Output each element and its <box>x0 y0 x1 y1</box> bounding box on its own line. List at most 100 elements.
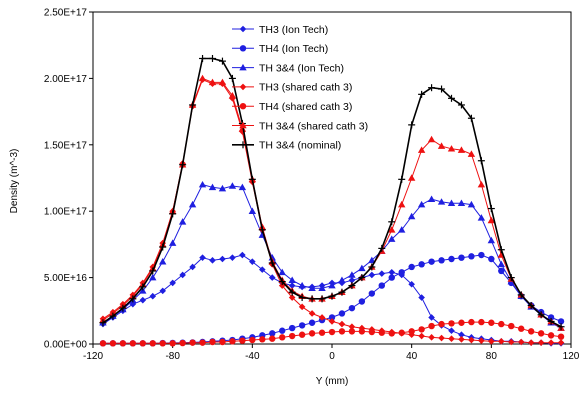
data-point <box>428 84 436 92</box>
data-point <box>288 324 296 332</box>
data-point <box>318 284 326 291</box>
data-point <box>378 282 385 289</box>
data-point <box>398 269 405 276</box>
data-point <box>99 340 107 347</box>
data-point <box>199 54 207 62</box>
data-point <box>149 273 157 281</box>
data-point <box>488 338 495 345</box>
data-point <box>358 328 366 335</box>
data-point <box>228 182 237 189</box>
data-point <box>428 322 435 330</box>
data-point <box>169 340 176 347</box>
data-point <box>537 311 545 319</box>
y-tick-label: 2.00E+17 <box>44 74 88 85</box>
legend-marker <box>239 121 247 129</box>
data-point <box>388 274 395 281</box>
data-point <box>498 320 505 328</box>
data-point <box>497 338 505 345</box>
data-point <box>398 329 405 336</box>
data-point <box>269 335 276 342</box>
data-point <box>368 328 376 336</box>
legend-label: TH 3&4 (nominal) <box>259 140 341 152</box>
data-point <box>437 198 446 205</box>
data-point <box>418 90 426 98</box>
legend-entry: TH4 (shared cath 3) <box>232 101 352 113</box>
data-point <box>408 280 415 288</box>
data-point <box>458 331 465 339</box>
legend-label: TH3 (Ion Tech) <box>259 24 328 36</box>
data-point <box>159 257 167 265</box>
data-point <box>328 328 336 336</box>
data-point <box>259 336 266 343</box>
data-point <box>417 146 426 153</box>
legend-entry: TH3 (shared cath 3) <box>232 82 352 94</box>
data-point <box>368 271 376 279</box>
data-point <box>458 336 465 343</box>
data-point <box>467 114 475 122</box>
y-tick-label: 1.50E+17 <box>44 140 88 151</box>
data-point <box>398 175 406 183</box>
data-point <box>208 78 217 86</box>
data-point <box>388 235 396 242</box>
data-point <box>318 329 326 336</box>
data-point <box>288 276 296 284</box>
x-tick-label: 120 <box>563 351 580 362</box>
x-tick-label: -80 <box>165 351 180 362</box>
data-point <box>288 294 296 301</box>
x-tick-label: 40 <box>406 351 418 362</box>
data-point <box>199 254 206 261</box>
data-point <box>547 314 555 321</box>
legend-marker <box>239 25 247 33</box>
data-point <box>189 339 196 346</box>
legend-marker <box>239 45 247 52</box>
data-point <box>229 338 236 345</box>
data-point <box>338 328 346 335</box>
legend-entry: TH 3&4 (nominal) <box>232 140 341 152</box>
data-point <box>218 184 227 192</box>
legend-label: TH4 (Ion Tech) <box>259 43 328 55</box>
data-point <box>278 278 286 286</box>
data-point <box>269 330 276 337</box>
data-point <box>279 327 286 334</box>
data-point <box>129 295 137 303</box>
data-point <box>249 258 256 265</box>
data-point <box>388 268 396 276</box>
data-point <box>407 174 416 181</box>
legend-marker <box>239 63 247 71</box>
data-point <box>159 340 166 347</box>
data-point <box>249 336 256 344</box>
data-point <box>318 295 326 303</box>
data-point <box>477 214 486 221</box>
data-point <box>248 207 257 214</box>
data-point <box>487 236 496 244</box>
data-point <box>398 200 406 208</box>
data-point <box>209 54 216 62</box>
data-point <box>348 304 356 312</box>
data-point <box>517 291 525 299</box>
y-tick-label: 1.00E+17 <box>44 207 88 218</box>
data-point <box>139 340 146 347</box>
data-point <box>298 322 306 329</box>
data-point <box>338 320 346 328</box>
data-point <box>168 239 177 246</box>
data-point <box>228 91 237 99</box>
data-point <box>238 183 247 191</box>
series-layer <box>99 54 565 347</box>
x-tick-label: 0 <box>329 351 335 362</box>
data-point <box>219 338 226 346</box>
data-point <box>547 339 555 346</box>
data-point <box>478 337 485 344</box>
data-point <box>358 324 366 332</box>
data-point <box>99 319 107 327</box>
data-point <box>139 283 147 291</box>
data-point <box>288 288 296 296</box>
data-point <box>348 323 356 331</box>
data-point <box>417 200 426 208</box>
data-point <box>438 85 446 93</box>
axes: -120 -80 -40 0 40 80 120 0.00E+00 5.00E+16 1.00E+… <box>44 8 580 363</box>
data-point <box>398 226 406 233</box>
data-point <box>268 274 276 281</box>
data-point <box>478 318 485 326</box>
legend-marker <box>239 103 247 110</box>
